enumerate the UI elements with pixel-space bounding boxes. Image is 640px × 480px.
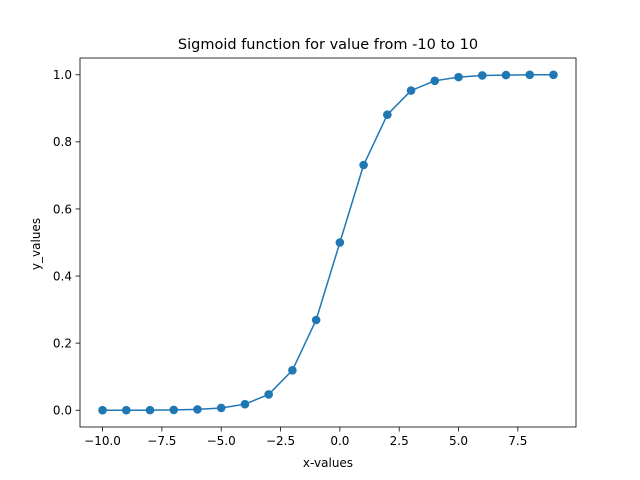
data-point xyxy=(216,403,226,413)
chart-title: Sigmoid function for value from -10 to 1… xyxy=(178,37,478,53)
data-point xyxy=(477,71,487,80)
y-tick-label: 1.0 xyxy=(53,68,72,82)
x-tick-label: −2.5 xyxy=(266,434,295,448)
y-tick-label: 0.6 xyxy=(53,202,72,216)
data-point xyxy=(169,405,179,415)
data-point xyxy=(240,399,250,409)
data-point xyxy=(383,110,392,119)
data-point xyxy=(98,405,107,415)
axes-frame xyxy=(79,57,577,428)
data-point xyxy=(525,70,535,80)
x-tick-label: −7.5 xyxy=(147,434,176,448)
x-tick-label: 5.0 xyxy=(449,434,468,448)
y-axis-label: y_values xyxy=(29,218,43,270)
x-tick-label: −5.0 xyxy=(207,434,236,448)
data-point xyxy=(335,238,345,247)
data-point xyxy=(288,366,297,375)
data-point xyxy=(145,405,155,415)
data-point xyxy=(359,160,368,170)
data-point xyxy=(430,76,440,86)
data-point xyxy=(193,405,202,414)
data-point xyxy=(549,70,558,80)
x-tick-label: 0.0 xyxy=(330,434,349,448)
data-point xyxy=(264,390,273,399)
data-point xyxy=(121,405,131,415)
x-tick-label: 7.5 xyxy=(508,434,527,448)
data-point xyxy=(406,86,416,95)
y-tick-label: 0.4 xyxy=(53,269,72,283)
plot-area: −10.0 −7.5 −5.0 −2.5 0.0 2.5 5.0 7.5 0.0 0.2 0.4 0.… xyxy=(53,57,577,448)
x-tick-label: 2.5 xyxy=(390,434,409,448)
y-tick-label: 0.2 xyxy=(53,336,72,350)
y-tick-label: 0.8 xyxy=(53,135,72,149)
data-point xyxy=(501,70,511,80)
y-tick-label: 0.0 xyxy=(53,404,72,418)
x-axis-label: x-values xyxy=(303,456,353,470)
x-tick-label: −10.0 xyxy=(84,434,121,448)
data-point xyxy=(454,72,463,82)
data-point xyxy=(311,315,321,325)
